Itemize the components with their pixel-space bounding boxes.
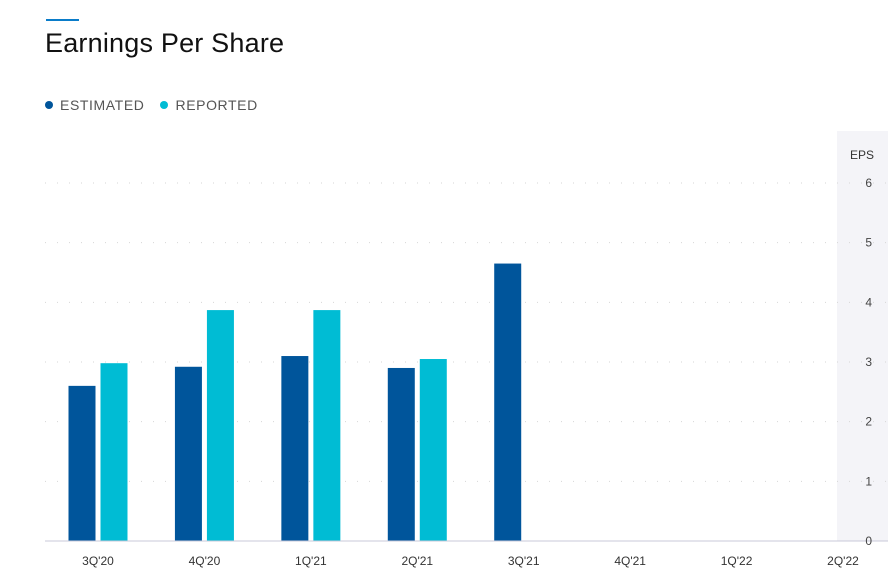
bar-estimated-1[interactable] xyxy=(68,385,96,541)
x-tick-label: 1Q'22 xyxy=(721,554,753,568)
x-axis-ticks: 3Q'20 4Q'20 1Q'21 2Q'21 3Q'21 4Q'21 1Q'22 2Q'22 xyxy=(82,554,859,568)
legend-item-reported[interactable]: REPORTED xyxy=(160,97,257,113)
bar-estimated-4[interactable] xyxy=(387,367,415,541)
bars xyxy=(68,263,522,541)
legend-label-reported: REPORTED xyxy=(175,97,258,113)
y-tick-label: 6 xyxy=(865,176,872,190)
y-tick-label: 0 xyxy=(865,534,872,548)
x-tick-label: 1Q'21 xyxy=(295,554,327,568)
gridlines xyxy=(45,182,888,482)
bar-estimated-2[interactable] xyxy=(174,366,202,541)
x-tick-label: 4Q'20 xyxy=(189,554,221,568)
x-tick-label: 3Q'21 xyxy=(508,554,540,568)
y-tick-label: 2 xyxy=(865,415,872,429)
legend-swatch-estimated xyxy=(45,101,53,109)
bar-reported-1[interactable] xyxy=(100,363,128,541)
bar-reported-4[interactable] xyxy=(419,359,447,541)
y-axis-ticks: 0 1 2 3 4 5 6 xyxy=(865,176,872,548)
y-tick-label: 5 xyxy=(865,236,872,250)
x-tick-label: 4Q'21 xyxy=(614,554,646,568)
title-accent-rule xyxy=(46,19,79,21)
x-tick-label: 2Q'21 xyxy=(401,554,433,568)
x-tick-label: 3Q'20 xyxy=(82,554,114,568)
y-tick-label: 1 xyxy=(865,474,872,488)
legend-item-estimated[interactable]: ESTIMATED xyxy=(45,97,144,113)
bar-estimated-5[interactable] xyxy=(494,263,522,541)
chart-title: Earnings Per Share xyxy=(45,28,285,58)
bar-reported-3[interactable] xyxy=(313,310,341,541)
x-tick-label: 2Q'22 xyxy=(827,554,859,568)
bar-estimated-3[interactable] xyxy=(281,356,309,541)
bar-reported-2[interactable] xyxy=(206,310,234,541)
y-axis-panel xyxy=(837,131,888,541)
y-tick-label: 3 xyxy=(865,355,872,369)
y-tick-label: 4 xyxy=(865,295,872,309)
legend-label-estimated: ESTIMATED xyxy=(60,97,145,113)
legend-swatch-reported xyxy=(160,101,169,109)
y-axis-label: EPS xyxy=(850,148,874,162)
chart-legend: ESTIMATED REPORTED xyxy=(45,97,274,113)
